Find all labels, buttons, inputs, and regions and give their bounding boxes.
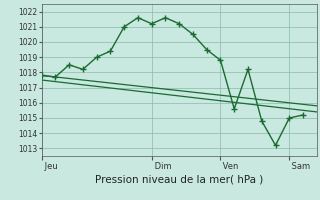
X-axis label: Pression niveau de la mer( hPa ): Pression niveau de la mer( hPa )	[95, 175, 263, 185]
